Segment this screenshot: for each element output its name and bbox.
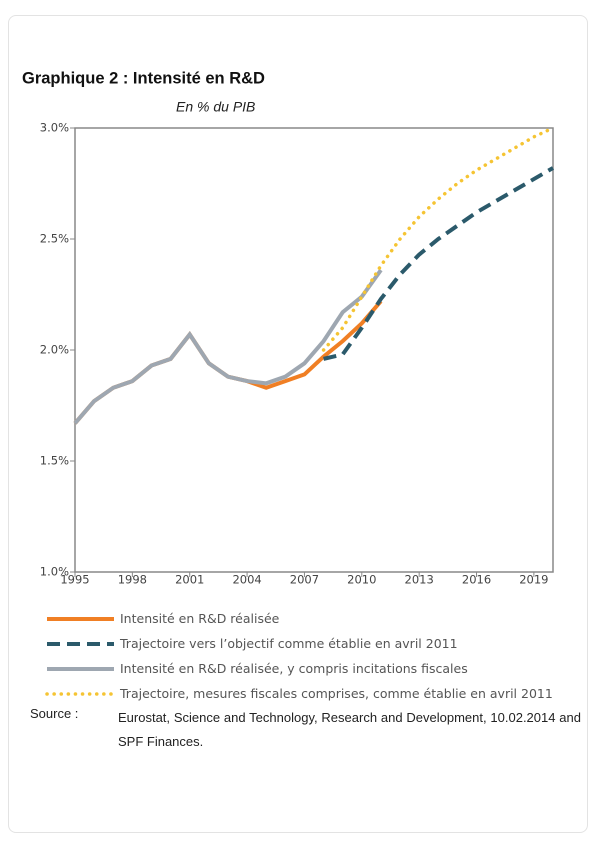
legend-label: Intensité en R&D réalisée <box>120 611 280 626</box>
x-tick-label: 2016 <box>462 573 491 587</box>
legend-label: Trajectoire vers l’objectif comme établi… <box>120 636 458 651</box>
legend-label: Trajectoire, mesures fiscales comprises,… <box>120 686 553 701</box>
y-tick-label: 2.0% <box>40 343 69 357</box>
legend-swatch <box>47 667 114 671</box>
x-tick-label: 2010 <box>347 573 376 587</box>
chart-subtitle: En % du PIB <box>176 99 255 115</box>
legend-swatch <box>45 692 116 696</box>
x-tick-label: 1995 <box>60 573 89 587</box>
legend-item: Intensité en R&D réalisée <box>44 612 564 626</box>
legend: Intensité en R&D réalisée Trajectoire ver… <box>44 612 564 712</box>
legend-label: Intensité en R&D réalisée, y compris inc… <box>120 661 468 676</box>
y-tick-label: 3.0% <box>40 121 69 135</box>
x-tick-label: 2007 <box>290 573 319 587</box>
legend-swatch <box>47 642 114 646</box>
legend-swatch <box>47 617 114 621</box>
y-tick-label: 2.5% <box>40 232 69 246</box>
y-tick-label: 1.0% <box>40 565 69 579</box>
source-label: Source : <box>30 706 79 721</box>
x-tick-label: 2019 <box>519 573 548 587</box>
series-line <box>73 299 383 425</box>
source-text: Eurostat, Science and Technology, Resear… <box>118 710 581 749</box>
y-tick-label: 1.5% <box>40 454 69 468</box>
x-tick-label: 1998 <box>118 573 147 587</box>
card <box>8 15 588 833</box>
x-tick-label: 2001 <box>175 573 204 587</box>
series-line <box>323 166 555 361</box>
x-tick-label: 2013 <box>405 573 434 587</box>
series-line <box>73 268 383 425</box>
series-line <box>321 126 555 352</box>
chart-title: Graphique 2 : Intensité en R&D <box>22 69 265 87</box>
x-tick-label: 2004 <box>232 573 261 587</box>
legend-item: Intensité en R&D réalisée, y compris inc… <box>44 662 564 676</box>
chart: Graphique 2 : Intensité en R&D En % du P… <box>22 69 555 587</box>
legend-item: Trajectoire, mesures fiscales comprises,… <box>44 687 564 701</box>
legend-item: Trajectoire vers l’objectif comme établi… <box>44 637 564 651</box>
